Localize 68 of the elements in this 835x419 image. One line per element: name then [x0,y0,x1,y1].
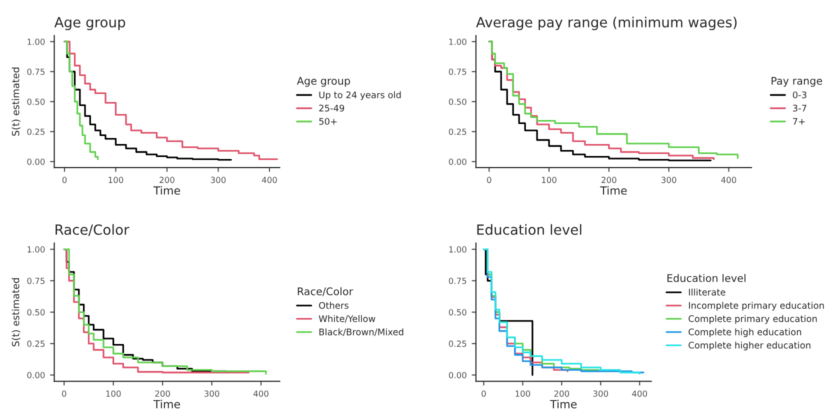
x-tick-label: 200 [554,390,570,397]
y-tick-label: 0.25 [27,340,45,347]
y-axis-title: S(t) estimated [12,278,20,346]
legend-label: Complete higher education [688,342,810,350]
x-tick-label: 400 [253,390,268,397]
x-tick-label: 300 [662,176,676,184]
y-tick-label: 0.50 [27,98,45,105]
y-tick-label: 0.75 [448,278,466,284]
chart-title: Education level [477,224,582,235]
y-tick-label: 0.75 [448,68,466,75]
y-tick-label: 0.00 [27,372,45,378]
y-tick-label: 0.50 [448,309,466,316]
y-tick-label: 0.00 [448,372,466,378]
x-tick-label: 0 [62,390,66,397]
legend-label: Complete primary education [688,315,817,324]
x-tick-label: 200 [602,176,616,184]
legend-label: 3-7 [793,104,806,112]
x-tick-label: 100 [108,176,124,184]
y-tick-label: 1.00 [28,246,45,253]
x-tick-label: 300 [593,390,608,397]
legend-title: Education level [667,274,746,282]
x-tick-label: 300 [204,390,220,397]
legend-label: Black/Brown/Mixed [319,328,404,336]
legend-label: White/Yellow [318,315,376,323]
legend-title: Age group [296,77,350,87]
x-axis-title: Time [153,186,180,195]
legend-label: Others [319,302,348,309]
legend-label: 50+ [319,118,337,125]
x-tick-label: 100 [106,390,121,397]
legend-title: Race/Color [298,287,354,296]
y-tick-label: 0.50 [448,98,466,105]
legend-label: 25-49 [319,104,344,112]
legend-label: Complete high education [688,328,802,338]
y-tick-label: 0.75 [27,278,45,284]
y-tick-label: 1.00 [449,38,466,45]
chart-title: Average pay range (minimum wages) [476,16,737,30]
x-tick-label: 100 [516,390,530,397]
x-axis-title: Time [153,400,180,408]
y-tick-label: 0.00 [448,158,466,165]
y-tick-label: 0.25 [27,128,45,135]
y-tick-label: 1.00 [28,38,45,45]
x-tick-label: 0 [62,176,67,184]
legend-label: 7+ [793,118,805,125]
y-axis-title: S(t) estimated [12,68,20,136]
x-tick-label: 400 [721,176,736,184]
x-tick-label: 300 [210,176,226,184]
x-axis-title: Time [550,400,577,408]
x-tick-label: 100 [542,176,556,184]
legend-label: Up to 24 years old [319,91,401,100]
x-tick-label: 0 [487,176,492,184]
x-tick-label: 400 [262,176,277,184]
x-tick-label: 200 [155,390,170,397]
x-tick-label: 400 [632,390,648,397]
legend-label: Incomplete primary education [688,302,824,311]
y-tick-label: 0.75 [27,68,45,75]
y-tick-label: 0.25 [448,128,466,135]
x-tick-label: 0 [482,390,486,397]
chart-title: Age group [54,17,126,30]
y-tick-label: 0.50 [27,309,45,316]
legend-label: Illiterate [688,288,726,296]
y-tick-label: 0.00 [27,158,45,165]
chart-title: Race/Color [56,224,130,236]
x-tick-label: 200 [160,176,174,184]
legend-label: 0-3 [792,91,806,98]
y-tick-label: 0.25 [448,340,466,347]
legend-title: Pay range [772,77,822,87]
y-tick-label: 1.00 [449,246,466,253]
x-axis-title: Time [600,186,627,195]
